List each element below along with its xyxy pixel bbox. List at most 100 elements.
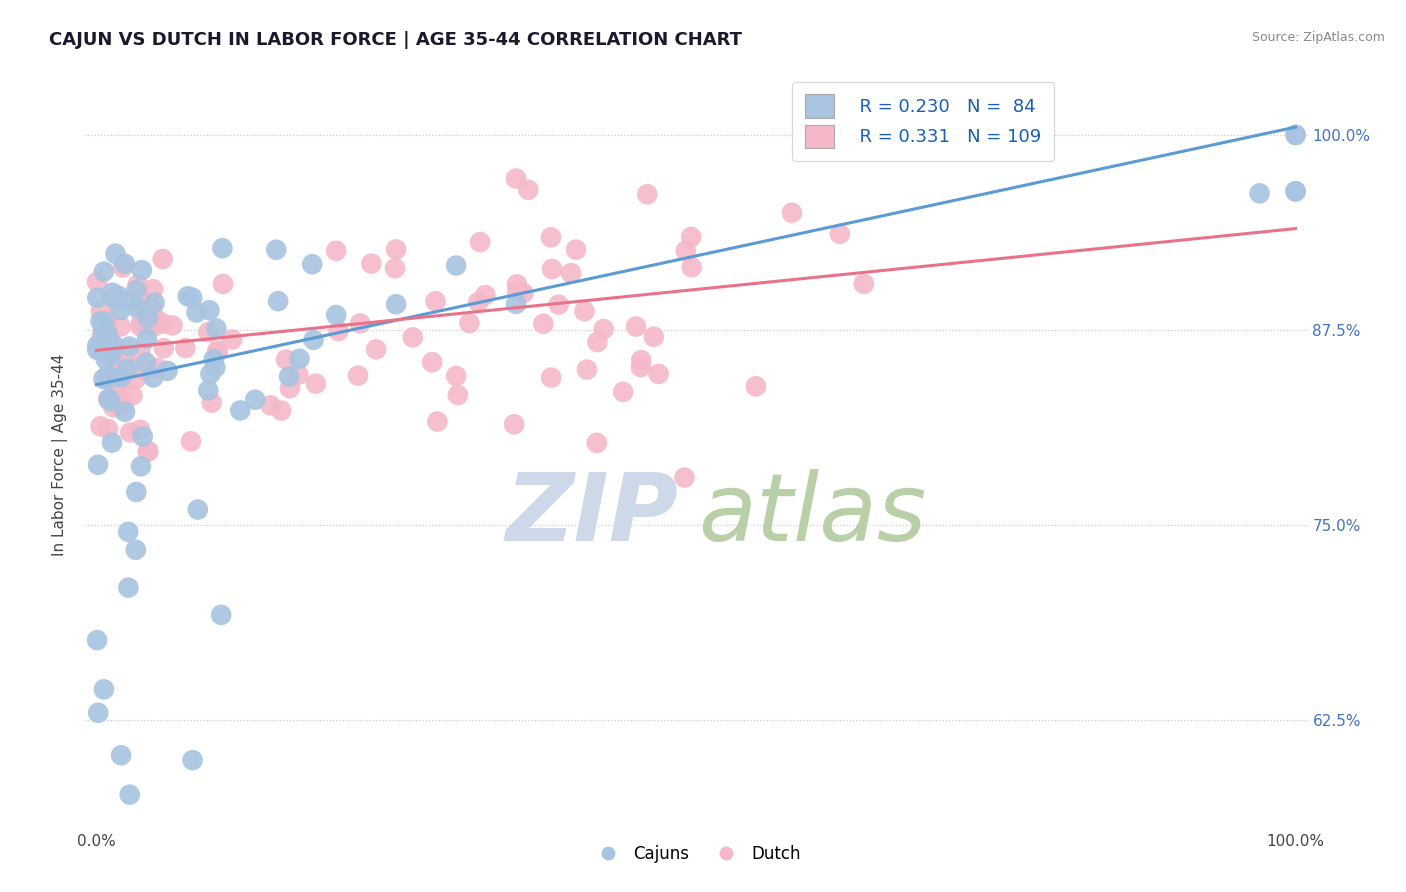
Point: [131, 314, 153, 328]
Point: [121, 388, 143, 402]
Point: [229, 403, 252, 417]
Point: [278, 369, 301, 384]
Point: [89, 419, 111, 434]
Point: [107, 293, 129, 308]
Point: [100, 344, 122, 359]
Point: [474, 288, 496, 302]
Point: [136, 444, 159, 458]
Point: [97, 348, 120, 362]
Point: [136, 332, 159, 346]
Point: [366, 343, 388, 357]
Point: [97, 422, 120, 436]
Text: atlas: atlas: [697, 469, 927, 560]
Point: [347, 368, 370, 383]
Point: [98, 371, 121, 385]
Point: [117, 361, 139, 376]
Point: [681, 260, 703, 275]
Point: [643, 329, 665, 343]
Point: [305, 376, 328, 391]
Point: [197, 325, 219, 339]
Point: [177, 289, 200, 303]
Point: [146, 361, 169, 376]
Point: [125, 284, 148, 298]
Point: [90, 329, 112, 343]
Point: [506, 277, 529, 292]
Point: [402, 330, 425, 344]
Point: [89, 314, 111, 328]
Point: [127, 301, 149, 315]
Point: [624, 319, 647, 334]
Point: [86, 343, 108, 357]
Point: [1284, 128, 1306, 142]
Legend: Cajuns, Dutch: Cajuns, Dutch: [585, 838, 807, 870]
Point: [136, 311, 159, 326]
Point: [745, 379, 768, 393]
Point: [118, 788, 141, 802]
Point: [103, 351, 125, 366]
Point: [212, 277, 235, 291]
Point: [540, 370, 562, 384]
Point: [211, 241, 233, 255]
Point: [630, 360, 652, 375]
Point: [87, 706, 110, 720]
Point: [100, 340, 122, 354]
Point: [325, 244, 347, 258]
Point: [458, 316, 481, 330]
Point: [129, 423, 152, 437]
Point: [560, 266, 582, 280]
Point: [101, 285, 124, 300]
Point: [120, 425, 142, 440]
Point: [117, 581, 139, 595]
Point: [200, 367, 222, 381]
Point: [505, 171, 527, 186]
Point: [585, 436, 607, 450]
Point: [125, 485, 148, 500]
Point: [97, 392, 120, 406]
Point: [207, 343, 229, 358]
Point: [541, 262, 564, 277]
Point: [132, 429, 155, 443]
Point: [302, 333, 325, 347]
Point: [142, 370, 165, 384]
Point: [117, 524, 139, 539]
Point: [647, 367, 669, 381]
Point: [101, 291, 124, 305]
Point: [87, 458, 110, 472]
Point: [105, 376, 128, 391]
Point: [127, 277, 149, 292]
Point: [96, 372, 118, 386]
Text: CAJUN VS DUTCH IN LABOR FORCE | AGE 35-44 CORRELATION CHART: CAJUN VS DUTCH IN LABOR FORCE | AGE 35-4…: [49, 31, 742, 49]
Point: [384, 261, 406, 276]
Point: [444, 369, 467, 384]
Point: [468, 235, 491, 249]
Point: [301, 257, 323, 271]
Point: [93, 315, 115, 329]
Point: [135, 355, 157, 369]
Point: [110, 370, 132, 384]
Point: [110, 748, 132, 763]
Text: Source: ZipAtlas.com: Source: ZipAtlas.com: [1251, 31, 1385, 45]
Point: [114, 257, 136, 271]
Point: [565, 243, 588, 257]
Point: [114, 405, 136, 419]
Point: [575, 362, 598, 376]
Point: [101, 435, 124, 450]
Y-axis label: In Labor Force | Age 35-44: In Labor Force | Age 35-44: [52, 354, 69, 556]
Point: [540, 230, 562, 244]
Point: [141, 301, 163, 316]
Point: [96, 326, 118, 340]
Point: [852, 277, 875, 291]
Point: [108, 379, 131, 393]
Point: [360, 257, 382, 271]
Point: [505, 297, 527, 311]
Point: [636, 187, 658, 202]
Point: [274, 352, 297, 367]
Point: [681, 230, 703, 244]
Point: [129, 319, 152, 334]
Point: [198, 303, 221, 318]
Point: [444, 259, 467, 273]
Point: [97, 392, 120, 407]
Point: [86, 633, 108, 648]
Point: [287, 368, 309, 382]
Point: [425, 294, 447, 309]
